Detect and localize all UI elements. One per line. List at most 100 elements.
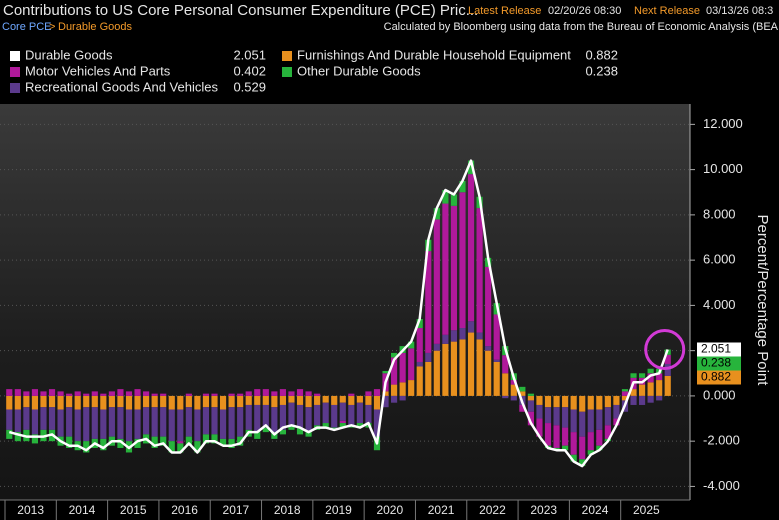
legend-value: 2.051 xyxy=(233,47,266,62)
bar-segment xyxy=(271,395,278,408)
bar-segment xyxy=(6,429,13,439)
x-tick-label: 2022 xyxy=(479,503,506,517)
bar-segment xyxy=(31,395,39,410)
bar-segment xyxy=(339,420,346,424)
bar-segment xyxy=(502,373,509,396)
bar-segment xyxy=(630,395,637,405)
bar-segment xyxy=(160,407,167,437)
bar-segment xyxy=(544,395,552,408)
bar-segment xyxy=(416,361,423,367)
bar-segment xyxy=(14,389,21,396)
bar-segment xyxy=(510,384,517,396)
bar-segment xyxy=(348,393,355,396)
bar-segment xyxy=(40,391,47,396)
bar-segment xyxy=(502,355,509,374)
bar-segment xyxy=(664,375,671,396)
y-tick-label: -4.000 xyxy=(703,478,740,493)
bar-segment xyxy=(553,407,560,426)
bar-segment xyxy=(211,407,218,435)
value-tag-label: 0.882 xyxy=(701,370,731,384)
legend-swatch xyxy=(282,67,292,77)
bar-segment xyxy=(621,389,629,392)
bar-segment xyxy=(621,395,629,401)
bar-segment xyxy=(6,389,13,396)
bar-segment xyxy=(510,395,517,401)
bar-segment xyxy=(587,450,594,455)
bar-segment xyxy=(100,395,107,410)
legend-label: Durable Goods xyxy=(25,47,113,62)
legend-swatch xyxy=(282,51,292,61)
bar-segment xyxy=(621,391,629,396)
bar-segment xyxy=(57,409,64,437)
bar-segment xyxy=(160,393,167,396)
bar-segment xyxy=(570,454,577,462)
bar-segment xyxy=(185,393,192,396)
bar-segment xyxy=(527,411,534,426)
bar-segment xyxy=(562,427,569,446)
bar-segment xyxy=(647,373,654,383)
line-series xyxy=(8,159,669,468)
bar-segment xyxy=(117,438,124,448)
bar-segment xyxy=(66,407,73,437)
bar-segment xyxy=(57,391,64,396)
bar-segment xyxy=(442,203,449,335)
breadcrumb-leaf[interactable]: Durable Goods xyxy=(58,21,132,33)
x-tick-label: 2016 xyxy=(171,503,198,517)
bar-segment xyxy=(356,423,363,428)
bar-segment xyxy=(630,389,637,396)
bar-segment xyxy=(519,386,526,392)
bar-segment xyxy=(579,411,586,437)
bar-segment xyxy=(83,407,90,442)
bar-segment xyxy=(262,389,269,396)
bar-segment xyxy=(219,395,227,410)
bar-segment xyxy=(570,409,577,433)
bar-segment xyxy=(314,395,321,405)
bar-segment xyxy=(108,395,115,408)
legend-swatch xyxy=(10,83,20,93)
bar-segment xyxy=(467,160,475,175)
x-tick-label: 2014 xyxy=(69,503,96,517)
bar-segment xyxy=(476,208,483,333)
bar-segment xyxy=(527,395,534,401)
bar-segment xyxy=(245,404,252,430)
bar-segment xyxy=(638,384,646,396)
bar-segment xyxy=(433,350,440,396)
bar-segment xyxy=(134,389,141,396)
bar-segment xyxy=(536,418,543,437)
bar-segment xyxy=(502,395,509,399)
bar-segment xyxy=(125,391,133,396)
bar-segment xyxy=(613,395,620,405)
bar-segment xyxy=(177,443,184,453)
breadcrumb-root[interactable]: Core PCE xyxy=(2,21,52,33)
bar-segment xyxy=(579,436,586,460)
bar-segment xyxy=(638,395,646,405)
bar-segment xyxy=(433,219,440,344)
x-tick-label: 2024 xyxy=(582,503,609,517)
bar-segment xyxy=(450,330,458,342)
bar-segment xyxy=(23,407,30,430)
bar-segment xyxy=(322,402,329,424)
bar-segment xyxy=(211,395,218,408)
bar-segment xyxy=(134,395,141,410)
bar-segment xyxy=(408,348,415,381)
bar-segment xyxy=(31,389,39,396)
bar-segment xyxy=(493,359,500,362)
value-tag xyxy=(697,356,741,371)
legend-label: Recreational Goods And Vehicles xyxy=(25,79,218,94)
bar-segment xyxy=(459,328,466,340)
bar-segment xyxy=(510,380,517,385)
bar-segment xyxy=(570,432,577,455)
bar-segment xyxy=(296,389,304,396)
bar-segment xyxy=(391,357,398,385)
bar-segment xyxy=(604,425,611,439)
bar-segment xyxy=(202,407,210,435)
bar-segment xyxy=(527,400,534,412)
bar-segment xyxy=(536,395,543,405)
bar-segment xyxy=(450,341,458,396)
bar-segment xyxy=(314,404,321,426)
bar-segment xyxy=(262,395,269,405)
bar-segment xyxy=(587,395,594,410)
bar-segment xyxy=(262,427,269,433)
bar-segment xyxy=(322,423,329,428)
bar-segment xyxy=(339,423,346,428)
